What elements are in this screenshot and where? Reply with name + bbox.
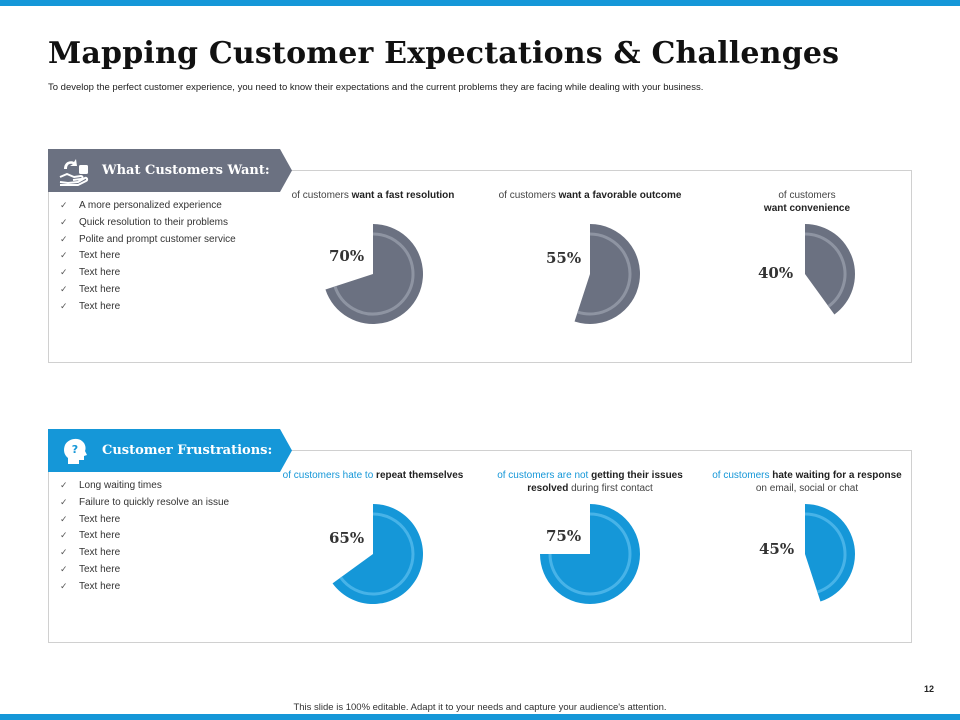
list-item: ✓ Text here bbox=[60, 298, 236, 315]
want-stat-2: of customers want a favorable outcome 55… bbox=[490, 189, 690, 324]
frustrations-stat-1: of customers hate to repeat themselves 6… bbox=[273, 469, 473, 604]
want-section-tag: What Customers Want: bbox=[48, 149, 292, 192]
want-panel bbox=[48, 170, 912, 363]
check-icon: ✓ bbox=[60, 300, 68, 311]
list-item: ✓ Text here bbox=[60, 561, 229, 578]
pie-slice bbox=[805, 224, 855, 315]
check-icon: ✓ bbox=[60, 580, 68, 591]
pie-slice bbox=[325, 224, 423, 324]
stat-caption: of customers hate to repeat themselves bbox=[282, 470, 464, 481]
want-stat-3: of customers want convenience 40% bbox=[707, 189, 907, 315]
stat-percent: 55% bbox=[546, 249, 582, 267]
want-stat-1: of customers want a fast resolution 70% bbox=[273, 189, 473, 324]
stat-pie bbox=[804, 504, 855, 602]
svg-text:?: ? bbox=[72, 443, 78, 456]
hand-with-box-icon bbox=[48, 149, 102, 192]
check-icon: ✓ bbox=[60, 480, 68, 490]
frustrations-heading: Customer Frustrations: bbox=[102, 443, 273, 458]
list-item: ✓ Text here bbox=[60, 527, 229, 544]
stat-pie bbox=[804, 224, 855, 315]
pie-inner-ring bbox=[804, 232, 847, 308]
frustrations-stat-3: of customers hate waiting for a response… bbox=[707, 469, 907, 602]
list-item: ✓ Text here bbox=[60, 264, 236, 281]
stat-pie bbox=[332, 504, 423, 604]
stat-percent: 45% bbox=[759, 540, 795, 558]
list-item: ✓ Text here bbox=[60, 544, 229, 561]
pie-inner-ring bbox=[339, 512, 415, 596]
check-icon: ✓ bbox=[60, 200, 68, 210]
list-item: ✓ Polite and prompt customer service bbox=[60, 231, 236, 248]
list-item: ✓ Text here bbox=[60, 578, 229, 595]
check-icon: ✓ bbox=[60, 563, 68, 574]
frustrations-panel bbox=[48, 450, 912, 643]
page-number: 12 bbox=[924, 684, 935, 694]
check-icon: ✓ bbox=[60, 283, 68, 294]
list-item: ✓ Quick resolution to their problems bbox=[60, 214, 236, 231]
footer-note: This slide is 100% editable. Adapt it to… bbox=[293, 702, 667, 713]
want-heading: What Customers Want: bbox=[102, 163, 270, 178]
stat-percent: 70% bbox=[329, 247, 365, 265]
list-item: ✓ Text here bbox=[60, 281, 236, 298]
stat-percent: 40% bbox=[758, 264, 794, 282]
check-icon: ✓ bbox=[60, 250, 68, 261]
stat-caption: of customers want a fast resolution bbox=[291, 190, 455, 201]
stat-caption: of customers hate waiting for a response… bbox=[712, 470, 902, 494]
slide-subtitle: To develop the perfect customer experien… bbox=[48, 82, 704, 93]
check-icon: ✓ bbox=[60, 496, 68, 507]
list-item: ✓ A more personalized experience bbox=[60, 197, 236, 214]
list-item: ✓ Text here bbox=[60, 511, 229, 528]
stat-percent: 75% bbox=[546, 527, 582, 545]
pie-slice bbox=[574, 224, 640, 324]
pie-inner-ring bbox=[333, 232, 415, 316]
check-icon: ✓ bbox=[60, 547, 68, 558]
head-question-icon: ? bbox=[48, 429, 102, 472]
check-icon: ✓ bbox=[60, 530, 68, 541]
stat-caption: of customers are not getting their issue… bbox=[497, 470, 683, 494]
pie-inner-ring bbox=[804, 512, 847, 594]
stat-pie bbox=[540, 504, 640, 604]
frustrations-section-tag: ? Customer Frustrations: bbox=[48, 429, 292, 472]
pie-inner-ring bbox=[577, 232, 632, 316]
bottom-accent-bar bbox=[0, 714, 960, 720]
list-item: ✓ Failure to quickly resolve an issue bbox=[60, 494, 229, 511]
pie-inner-ring bbox=[548, 512, 632, 596]
check-icon: ✓ bbox=[60, 267, 68, 278]
slide-title: Mapping Customer Expectations & Challeng… bbox=[48, 36, 840, 71]
list-item: ✓ Text here bbox=[60, 247, 236, 264]
stat-pie bbox=[574, 224, 640, 324]
pie-slice bbox=[332, 504, 423, 604]
stat-pie bbox=[325, 224, 423, 324]
frustrations-list: ✓ Long waiting times ✓ Failure to quickly … bbox=[60, 477, 229, 595]
check-icon: ✓ bbox=[60, 233, 68, 244]
stat-percent: 65% bbox=[329, 529, 365, 547]
pie-slice bbox=[805, 504, 855, 602]
pie-slice bbox=[540, 504, 640, 604]
check-icon: ✓ bbox=[60, 513, 68, 524]
stat-caption: of customers want a favorable outcome bbox=[498, 190, 682, 201]
top-accent-bar bbox=[0, 0, 960, 6]
want-list: ✓ A more personalized experience ✓ Quick r… bbox=[60, 197, 236, 315]
frustrations-stat-2: of customers are not getting their issue… bbox=[490, 469, 690, 604]
stat-caption: of customers want convenience bbox=[763, 190, 851, 214]
list-item: ✓ Long waiting times bbox=[60, 477, 229, 494]
check-icon: ✓ bbox=[60, 216, 68, 227]
